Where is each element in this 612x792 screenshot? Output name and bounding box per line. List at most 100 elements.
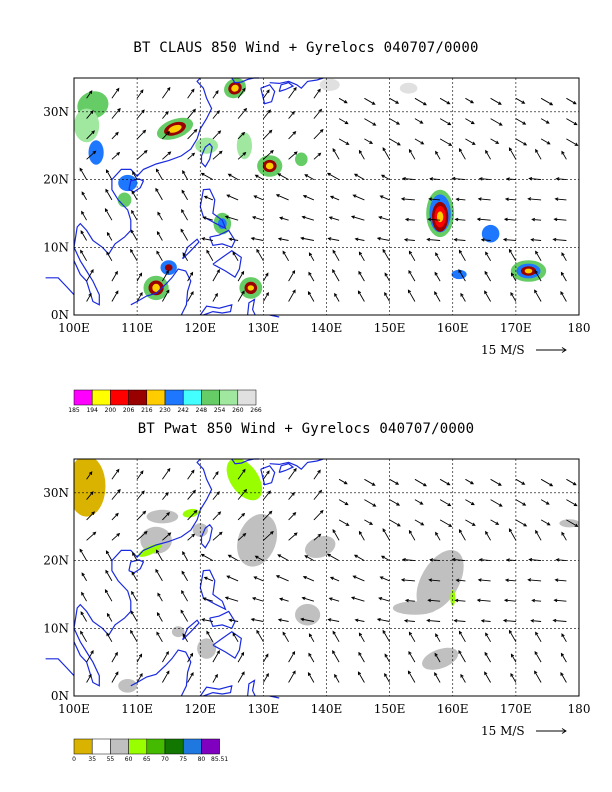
wind-vector-arrow bbox=[408, 269, 416, 282]
wind-vector-arrow bbox=[364, 519, 374, 525]
wind-vector-arrow bbox=[510, 653, 517, 663]
wind-vector-arrow bbox=[358, 530, 365, 541]
wind-vector-arrow bbox=[414, 478, 427, 487]
wind-vector-arrow bbox=[485, 632, 491, 643]
wind-vector-arrow bbox=[382, 629, 390, 643]
reference-vector-label: 15 M/S bbox=[481, 724, 525, 738]
wind-vector-arrow bbox=[201, 618, 213, 622]
wind-vector-arrow bbox=[389, 97, 400, 104]
wind-vector-arrow bbox=[111, 671, 119, 683]
shaded-region bbox=[146, 509, 179, 524]
wind-vector-arrow bbox=[435, 252, 441, 262]
wind-vector-arrow bbox=[288, 532, 298, 541]
wind-vector-arrow bbox=[485, 251, 491, 262]
wind-vector-arrow bbox=[332, 650, 340, 663]
wind-vector-arrow bbox=[277, 554, 289, 561]
wind-vector-arrow bbox=[250, 617, 264, 622]
shaded-region bbox=[399, 82, 418, 94]
wind-vector-arrow bbox=[182, 252, 188, 262]
wind-vector-arrow bbox=[86, 269, 94, 282]
wind-vector-arrow bbox=[136, 109, 145, 119]
map-1-gridlines bbox=[74, 78, 579, 315]
wind-vector-arrow bbox=[250, 236, 264, 241]
wind-vector-arrow bbox=[476, 598, 491, 603]
wind-vector-arrow bbox=[535, 631, 542, 643]
wind-vector-arrow bbox=[338, 97, 348, 104]
wind-vector-arrow bbox=[380, 174, 390, 180]
wind-vector-arrow bbox=[540, 138, 551, 145]
legend-swatch bbox=[164, 389, 184, 406]
wind-vector-arrow bbox=[136, 291, 143, 302]
shaded-region bbox=[295, 603, 321, 626]
wind-vector-arrow bbox=[561, 531, 567, 541]
wind-vector-arrow bbox=[454, 598, 466, 603]
wind-vector-arrow bbox=[301, 215, 315, 221]
wind-vector-arrow bbox=[508, 248, 517, 262]
wind-vector-arrow bbox=[237, 512, 246, 521]
wind-vector-arrow bbox=[162, 532, 172, 541]
wind-vector-arrow bbox=[308, 252, 315, 262]
legend-label: 200 bbox=[105, 407, 117, 414]
wind-vector-arrow bbox=[157, 211, 163, 221]
wind-vector-arrow bbox=[263, 149, 274, 160]
wind-vector-arrow bbox=[263, 672, 269, 683]
wind-vector-arrow bbox=[505, 558, 516, 562]
wind-vector-arrow bbox=[364, 499, 377, 507]
wind-vector-arrow bbox=[414, 97, 427, 106]
x-tick-label: 110E bbox=[121, 702, 153, 716]
wind-vector-arrow bbox=[439, 478, 451, 486]
wind-vector-arrow bbox=[332, 269, 340, 282]
wind-vector-arrow bbox=[180, 228, 188, 241]
wind-vector-arrow bbox=[106, 612, 113, 622]
wind-vector-arrow bbox=[453, 237, 466, 242]
wind-vector-arrow bbox=[400, 197, 415, 201]
wind-vector-arrow bbox=[288, 289, 296, 302]
wind-vector-arrow bbox=[187, 291, 194, 302]
wind-vector-arrow bbox=[130, 248, 138, 262]
wind-vector-arrow bbox=[353, 173, 365, 180]
wind-vector-arrow bbox=[504, 578, 516, 582]
wind-vector-arrow bbox=[508, 629, 517, 643]
map-2-gridlines bbox=[74, 459, 579, 696]
wind-vector-arrow bbox=[439, 138, 453, 146]
wind-vector-arrow bbox=[478, 177, 491, 181]
wind-vector-arrow bbox=[490, 138, 500, 144]
wind-vector-arrow bbox=[212, 531, 223, 541]
map-1-panel: 100E 110E 120E 130E 140E 150E 160E 170E 180 30N 20… bbox=[43, 77, 590, 414]
wind-vector-arrow bbox=[136, 653, 143, 663]
wind-vector-arrow bbox=[531, 217, 542, 222]
wind-vector-arrow bbox=[566, 519, 579, 527]
reference-vector-arrow bbox=[536, 347, 567, 353]
wind-vector-arrow bbox=[130, 229, 138, 241]
shaded-region bbox=[117, 192, 132, 208]
wind-vector-arrow bbox=[288, 491, 295, 500]
wind-vector-arrow bbox=[334, 673, 340, 683]
wind-vector-arrow bbox=[407, 670, 416, 683]
wind-vector-arrow bbox=[553, 598, 567, 603]
wind-vector-arrow bbox=[212, 90, 219, 99]
wind-vector-arrow bbox=[162, 511, 170, 521]
wind-vector-arrow bbox=[212, 110, 220, 119]
wind-vector-arrow bbox=[403, 619, 415, 623]
wind-vector-arrow bbox=[553, 217, 567, 222]
wind-vector-arrow bbox=[326, 553, 340, 561]
wind-vector-arrow bbox=[155, 568, 163, 582]
wind-vector-arrow bbox=[389, 519, 401, 527]
wind-vector-arrow bbox=[111, 488, 121, 500]
wind-vector-arrow bbox=[308, 633, 315, 643]
wind-vector-arrow bbox=[350, 596, 365, 602]
wind-vector-arrow bbox=[502, 618, 516, 623]
y-tick-label: 30N bbox=[43, 486, 69, 500]
legend-label: 230 bbox=[159, 407, 171, 414]
legend-label: 206 bbox=[123, 407, 135, 414]
wind-vector-arrow bbox=[162, 269, 169, 282]
wind-vector-arrow bbox=[162, 670, 170, 683]
wind-vector-arrow bbox=[534, 670, 542, 683]
wind-vector-arrow bbox=[288, 269, 296, 282]
wind-vector-arrow bbox=[313, 152, 322, 160]
wind-vector-arrow bbox=[237, 671, 245, 683]
wind-vector-arrow bbox=[227, 554, 239, 561]
wind-vector-arrow bbox=[228, 618, 239, 622]
legend-label: 65 bbox=[143, 756, 151, 763]
wind-vector-arrow bbox=[408, 148, 416, 160]
